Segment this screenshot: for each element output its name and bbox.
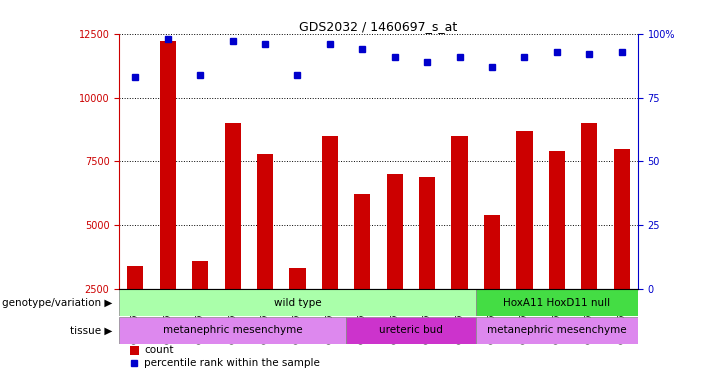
Bar <box>613 148 629 289</box>
Bar <box>130 346 139 355</box>
Text: tissue ▶: tissue ▶ <box>70 326 112 335</box>
Bar <box>160 41 176 289</box>
Bar <box>476 317 638 344</box>
Bar <box>322 136 338 289</box>
Text: HoxA11 HoxD11 null: HoxA11 HoxD11 null <box>503 298 611 307</box>
Bar <box>290 268 306 289</box>
Bar <box>419 177 435 289</box>
Bar <box>549 151 565 289</box>
Bar <box>119 290 476 316</box>
Bar <box>128 266 144 289</box>
Bar <box>476 290 638 316</box>
Text: wild type: wild type <box>273 298 321 307</box>
Text: percentile rank within the sample: percentile rank within the sample <box>144 358 320 368</box>
Bar <box>119 317 346 344</box>
Bar <box>354 194 370 289</box>
Text: ureteric bud: ureteric bud <box>379 326 443 335</box>
Text: genotype/variation ▶: genotype/variation ▶ <box>2 298 112 307</box>
Title: GDS2032 / 1460697_s_at: GDS2032 / 1460697_s_at <box>299 20 458 33</box>
Text: count: count <box>144 345 174 355</box>
Bar <box>517 130 533 289</box>
Bar <box>387 174 403 289</box>
Bar <box>346 317 476 344</box>
Bar <box>484 215 500 289</box>
Bar <box>257 154 273 289</box>
Text: metanephric mesenchyme: metanephric mesenchyme <box>163 326 302 335</box>
Bar <box>192 261 208 289</box>
Bar <box>451 136 468 289</box>
Text: metanephric mesenchyme: metanephric mesenchyme <box>487 326 627 335</box>
Bar <box>224 123 240 289</box>
Bar <box>581 123 597 289</box>
